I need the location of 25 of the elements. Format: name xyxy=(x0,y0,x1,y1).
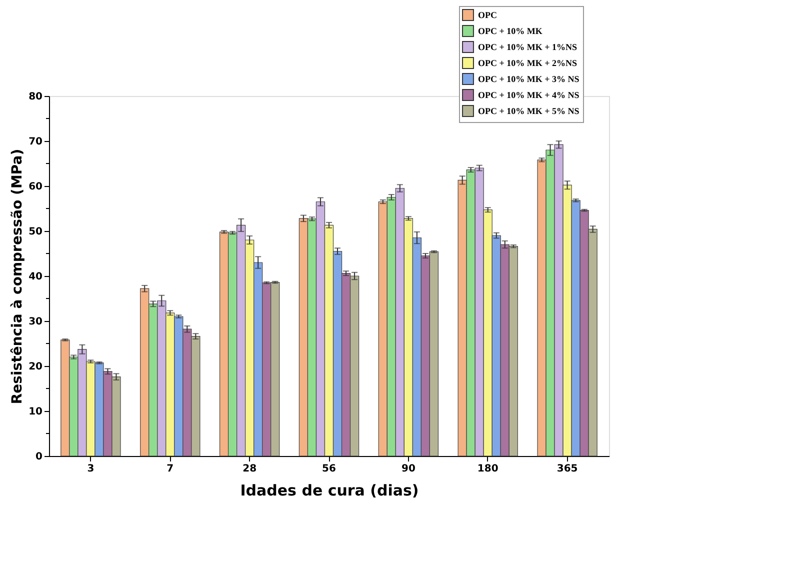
x-tick-label: 28 xyxy=(242,464,257,474)
y-tick-label: 60 xyxy=(28,182,43,192)
x-tick-label: 56 xyxy=(322,464,336,474)
legend-label: OPC + 10% MK + 1%NS xyxy=(478,42,578,52)
x-axis-title: Idades de cura (dias) xyxy=(240,482,419,500)
legend-label: OPC + 10% MK + 4% NS xyxy=(478,90,580,100)
y-axis-title: Resistência à compressão (MPa) xyxy=(10,148,26,404)
y-tick-label: 0 xyxy=(36,452,43,462)
x-tick-label: 90 xyxy=(401,464,416,474)
legend-label: OPC + 10% MK xyxy=(478,26,542,36)
y-tick-label: 50 xyxy=(28,226,43,238)
legend-label: OPC + 10% MK + 3% NS xyxy=(478,74,580,84)
y-tick-label: 40 xyxy=(28,272,43,282)
legend-label: OPC + 10% MK + 2%NS xyxy=(478,58,578,68)
x-tick-label: 3 xyxy=(87,464,94,474)
legend-label: OPC xyxy=(478,10,497,20)
y-tick-label: 70 xyxy=(28,136,43,148)
x-tick-label: 365 xyxy=(556,464,578,474)
x-tick-label: 7 xyxy=(166,464,174,474)
y-tick-label: 30 xyxy=(28,316,43,328)
y-tick-label: 10 xyxy=(28,406,43,418)
legend-label: OPC + 10% MK + 5% NS xyxy=(478,106,580,116)
y-tick-label: 80 xyxy=(28,92,43,102)
y-tick-label: 20 xyxy=(28,362,43,372)
x-tick-label: 180 xyxy=(477,464,498,474)
